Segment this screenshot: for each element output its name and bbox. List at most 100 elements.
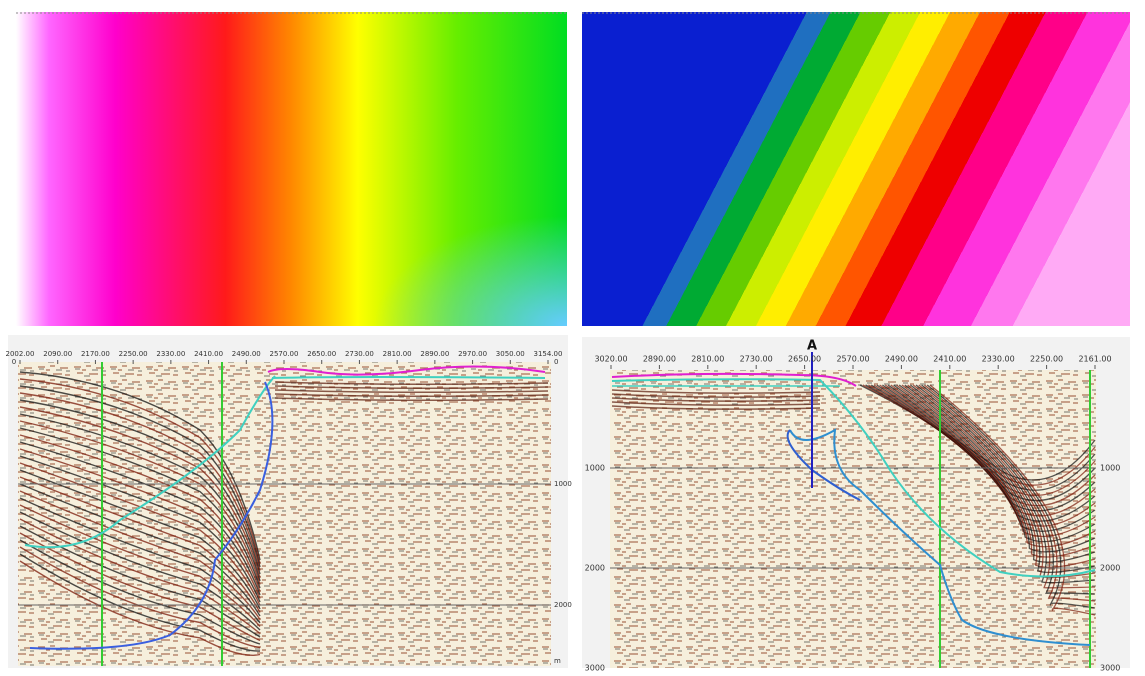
reflector [19,546,261,649]
reflector [611,397,821,402]
reflector [611,393,821,398]
reflector [918,384,1096,589]
reflector [274,393,549,398]
reflector [19,427,261,589]
reflector [19,378,261,564]
marker-label: A [807,339,817,354]
reflector [19,518,261,635]
reflector [274,381,549,386]
x-label: 2161.00 [1078,355,1111,364]
x-label: 2330.00 [982,355,1015,364]
reflector [921,384,1096,595]
y-label: 2000 [585,564,605,573]
horizon [24,375,276,549]
y-label: 2000 [1100,564,1120,573]
x-label: 2490.00 [885,355,918,364]
reflector [19,490,261,620]
reflector [890,384,1096,538]
section-right [610,370,1096,668]
reflector [611,389,821,394]
reflector [19,420,261,585]
y-label: 2000 [554,601,572,609]
reflector [19,371,261,561]
x-label: 2890.00 [643,355,676,364]
x-label: 2970.00 [458,350,487,358]
x-label: 2650.00 [307,350,336,358]
seismic [18,362,551,666]
reflector [19,532,261,642]
x-label: 2090.00 [43,350,72,358]
x-label: 2570.00 [270,350,299,358]
reflector [915,384,1096,584]
x-label: 3154.00 [534,350,563,358]
reflector [19,483,261,617]
map-right [582,12,1130,326]
y-label: 3000 [1100,664,1120,673]
unit-label: m [554,657,561,665]
reflector [611,405,821,410]
horizon [611,372,857,387]
y-label: 0 [12,358,16,366]
reflector [611,401,821,406]
reflector [19,399,261,575]
section-left [18,362,551,666]
reflector [19,504,261,627]
reflector [19,497,261,624]
x-label: 2810.00 [383,350,412,358]
reflector [19,511,261,631]
reflector [19,455,261,603]
x-label: 2810.00 [691,355,724,364]
reflector [923,384,1096,602]
reflector [926,384,1096,609]
map-left-shade [16,12,567,326]
reflector [274,397,549,402]
x-label: 2730.00 [740,355,773,364]
horizon [267,365,546,376]
reflectors [611,384,1096,616]
reflector [19,413,261,582]
y-label: 1000 [554,480,572,488]
x-label: 3020.00 [594,355,627,364]
reflector [19,476,261,613]
horizon [789,428,1091,646]
x-label: 2650.00 [788,355,821,364]
x-label: 2570.00 [836,355,869,364]
x-label: 2490.00 [232,350,261,358]
horizon [271,376,546,379]
reflector [19,392,261,571]
reflector [19,525,261,638]
reflector [19,462,261,606]
y-label: 3000 [585,664,605,673]
y-label: 0 [554,358,558,366]
y-label: 1000 [585,464,605,473]
reflector [19,448,261,599]
reflector [274,389,549,394]
x-label: 2170.00 [81,350,110,358]
x-label: 2410.00 [194,350,223,358]
x-label: 2330.00 [156,350,185,358]
horizon [611,378,1096,578]
x-label: 2730.00 [345,350,374,358]
x-label: 2250.00 [1030,355,1063,364]
reflector [274,385,549,390]
reflector [19,469,261,610]
reflector [19,553,261,652]
reflector [19,434,261,592]
reflector [19,539,261,645]
reflector [912,384,1096,579]
x-label: 2410.00 [933,355,966,364]
reflector [929,384,1096,616]
x-label: 2002.00 [6,350,35,358]
reflector [19,441,261,596]
x-label: 2250.00 [119,350,148,358]
y-label: 1000 [1100,464,1120,473]
reflector [904,384,1096,563]
horizon [29,381,274,650]
reflector [893,384,1096,543]
x-label: 2890.00 [420,350,449,358]
reflector [19,560,261,656]
x-label: 3050.00 [496,350,525,358]
reflector [901,384,1096,558]
